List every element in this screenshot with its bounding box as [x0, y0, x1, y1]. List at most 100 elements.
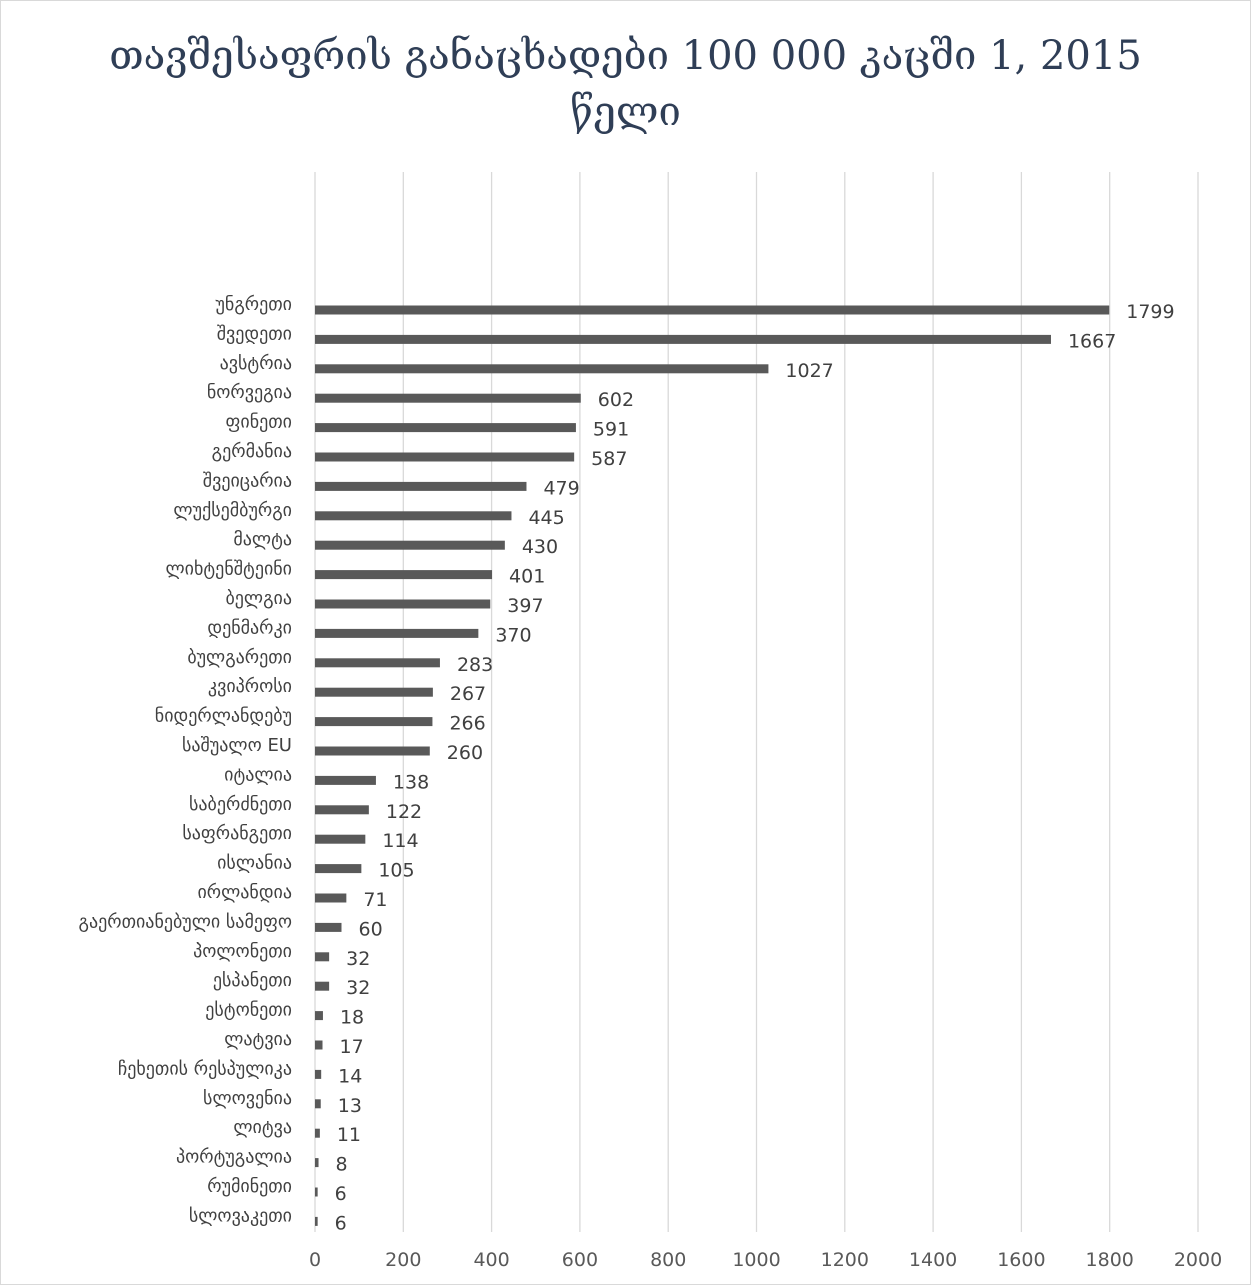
value-label: 32 [346, 977, 370, 999]
category-label: ჩეხეთის რესპულიკა [118, 1058, 292, 1079]
value-label: 8 [336, 1154, 348, 1176]
bar [315, 364, 769, 374]
bar [315, 628, 479, 638]
value-label: 32 [346, 948, 370, 970]
bar [315, 658, 440, 668]
x-tick-label: 0 [309, 1249, 321, 1271]
x-tick-label: 1800 [1086, 1249, 1134, 1271]
bar [315, 511, 512, 521]
category-label: გერმანია [212, 441, 292, 462]
category-label: დენმარკი [207, 617, 292, 638]
grid-lines [314, 172, 1199, 1232]
value-label: 17 [340, 1036, 364, 1058]
category-label: სლოვენია [203, 1088, 292, 1109]
bar [315, 922, 342, 932]
category-label: შვედეთი [217, 323, 292, 344]
value-label: 11 [337, 1124, 361, 1146]
category-label: გაერთიანებული სამეფო [79, 911, 293, 932]
value-label: 105 [378, 860, 414, 882]
category-label: ლიტვა [233, 1117, 292, 1138]
bar [315, 834, 366, 844]
category-label: უნგრეთი [216, 294, 292, 315]
bar [315, 1011, 323, 1021]
x-tick-label: 400 [473, 1249, 509, 1271]
x-tick-labels: 0 200 400 600 800 1000 1200 1400 1600 1800 2000 [309, 1249, 1222, 1271]
category-label: ესპანეთი [213, 970, 292, 991]
value-label: 260 [447, 742, 483, 764]
category-label: საშუალო EU [182, 735, 292, 756]
value-label: 18 [340, 1007, 364, 1029]
value-labels: 1799166710276025915874794454304013973702… [335, 301, 1175, 1234]
value-label: 1799 [1126, 301, 1174, 323]
category-label: ისლანია [217, 853, 292, 874]
value-label: 401 [509, 566, 545, 588]
category-label: იტალია [224, 764, 292, 785]
x-tick-label: 600 [562, 1249, 598, 1271]
bar [315, 305, 1110, 315]
bar [315, 1158, 319, 1168]
bar [315, 452, 575, 462]
category-label: ფინეთი [226, 412, 292, 433]
bar [315, 952, 330, 962]
x-tick-label: 200 [385, 1249, 421, 1271]
x-tick-label: 2000 [1174, 1249, 1222, 1271]
value-label: 114 [382, 830, 418, 852]
category-label: ლუქსემბურგი [173, 500, 292, 521]
chart-title: თავშესაფრის განაცხადები 100 000 კაცში 1,… [0, 28, 1251, 140]
bar [315, 1216, 318, 1226]
category-label: საფრანგეთი [182, 823, 292, 844]
category-label: კვიპროსი [208, 676, 292, 697]
category-label: სლოვაკეთი [189, 1205, 292, 1226]
category-label: მალტა [233, 529, 292, 550]
value-label: 1667 [1068, 330, 1116, 352]
value-label: 138 [393, 771, 429, 793]
bar [315, 481, 527, 491]
value-label: 14 [338, 1065, 362, 1087]
category-label: რუმინეთი [207, 1176, 292, 1197]
value-label: 479 [543, 477, 579, 499]
bars [315, 305, 1110, 1226]
bar [315, 1069, 322, 1079]
value-label: 1027 [785, 360, 833, 382]
value-label: 430 [522, 536, 558, 558]
bar [315, 1187, 318, 1197]
category-label: ესტონეთი [205, 1000, 292, 1021]
category-label: ნიდერლანდებუ [155, 706, 292, 727]
bar [315, 805, 369, 815]
value-label: 587 [591, 448, 627, 470]
bar [315, 1128, 320, 1138]
category-label: ბულგარეთი [187, 647, 292, 668]
category-label: ლატვია [224, 1029, 292, 1050]
value-label: 397 [507, 595, 543, 617]
category-label: ლიხტენშტეინი [166, 559, 292, 580]
value-label: 283 [457, 654, 493, 676]
value-label: 6 [335, 1183, 347, 1205]
category-label: ბელგია [225, 588, 292, 609]
value-label: 71 [363, 889, 387, 911]
category-label: ირლანდია [197, 882, 292, 903]
value-label: 267 [450, 683, 486, 705]
value-label: 60 [358, 918, 382, 940]
value-label: 6 [335, 1212, 347, 1234]
chart-title-line2: წელი [570, 89, 681, 135]
bar [315, 570, 493, 580]
x-tick-label: 800 [650, 1249, 686, 1271]
value-label: 591 [593, 419, 629, 441]
bar [315, 1040, 323, 1050]
bar [315, 423, 576, 433]
category-label: ავსტრია [220, 353, 292, 374]
x-tick-label: 1400 [909, 1249, 957, 1271]
bar [315, 393, 581, 403]
category-label: ნორვეგია [207, 382, 292, 403]
value-label: 445 [528, 507, 564, 529]
x-tick-label: 1000 [732, 1249, 780, 1271]
value-label: 370 [495, 624, 531, 646]
x-tick-label: 1600 [997, 1249, 1045, 1271]
category-label: პორტუგალია [176, 1147, 292, 1168]
bar [315, 981, 330, 991]
x-tick-label: 1200 [821, 1249, 869, 1271]
category-labels: უნგრეთი შვედეთი ავსტრია ნორვეგია ფინეთი გერმა… [79, 294, 293, 1226]
category-label: შვეიცარია [203, 470, 292, 491]
bar [315, 775, 376, 785]
